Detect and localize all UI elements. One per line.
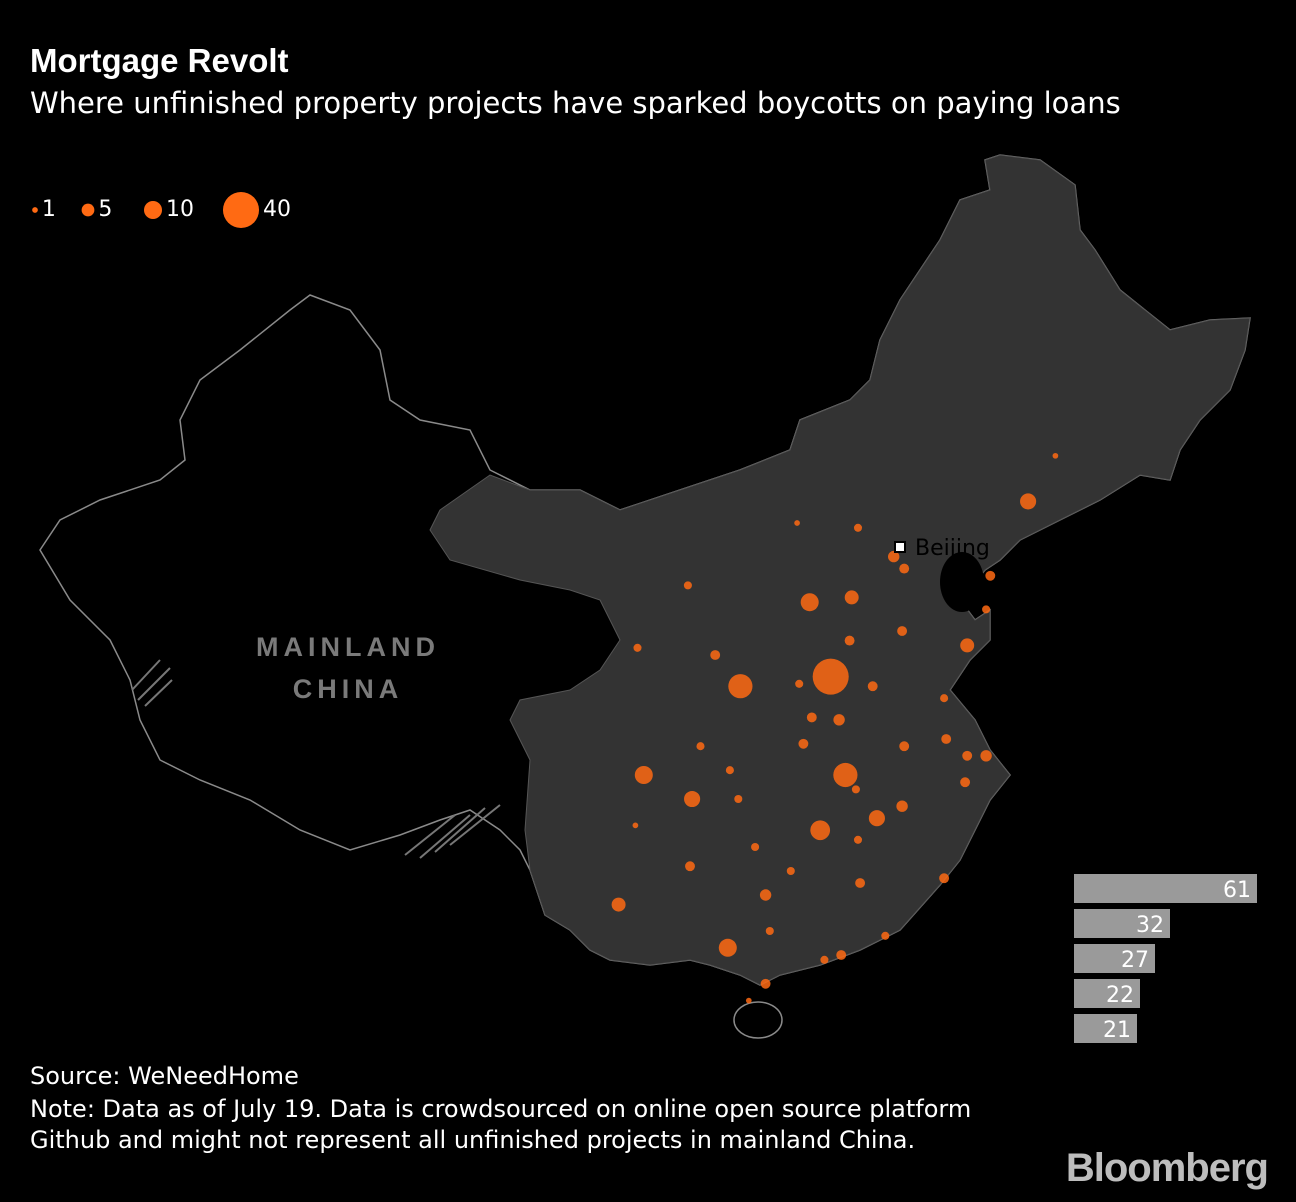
bubble (960, 638, 975, 653)
bubble (962, 750, 973, 761)
bubble (853, 835, 863, 844)
bubble (718, 938, 737, 957)
legend-symbol (143, 200, 163, 220)
legend-label: 5 (98, 197, 112, 222)
subtitle: Where unfinished property projects have … (30, 86, 1121, 120)
bubble (855, 878, 866, 888)
legend-symbol (222, 191, 260, 229)
bubble (939, 873, 950, 884)
bubble (684, 790, 701, 808)
bar-label: 22 (1106, 983, 1134, 1008)
bubble (810, 820, 831, 841)
bubble (634, 765, 653, 785)
hainan-island (733, 1001, 783, 1039)
bubble (798, 738, 809, 749)
bubble (751, 842, 760, 852)
legend-label: 10 (166, 197, 194, 222)
legend-symbol (81, 203, 95, 217)
bar (1074, 874, 1257, 903)
bubble (833, 714, 845, 726)
bar-label: 21 (1103, 1018, 1131, 1043)
bubble (899, 741, 910, 752)
bubble (728, 674, 753, 699)
bubble (897, 626, 908, 636)
city-marker (894, 541, 906, 553)
bar-label: 27 (1121, 948, 1149, 973)
bubble (685, 861, 695, 872)
bubble (899, 563, 910, 574)
bar (1074, 909, 1170, 938)
bubble (683, 581, 692, 590)
disputed-hatch (131, 659, 501, 859)
bubble (760, 978, 771, 989)
bubble (941, 734, 952, 744)
bubble (632, 822, 639, 829)
bar (1074, 979, 1140, 1008)
bubble (611, 897, 626, 912)
bubble (896, 800, 908, 812)
bubble (806, 712, 817, 723)
eastern-region (429, 154, 1251, 986)
bar (1074, 944, 1155, 973)
bubble (881, 931, 890, 940)
bubble (851, 785, 860, 794)
bubble (940, 694, 949, 703)
bubble (759, 889, 772, 901)
bubble (888, 550, 900, 563)
legend-label: 1 (42, 197, 56, 222)
bubble (836, 950, 847, 960)
bubble (982, 605, 991, 614)
bubble (795, 679, 804, 688)
legend-symbol (32, 207, 38, 213)
bar-label: 61 (1223, 878, 1251, 903)
bubble (868, 810, 885, 827)
bar (1074, 1014, 1137, 1043)
bubble (1020, 493, 1037, 510)
bubble (980, 750, 992, 762)
bubble (725, 766, 734, 775)
note: Note: Data as of July 19. Data is crowds… (30, 1095, 972, 1154)
bubble (812, 658, 849, 695)
title: Mortgage Revolt (30, 42, 289, 79)
bar-label: 32 (1136, 913, 1164, 938)
city-label: Beijing (915, 536, 990, 561)
bubbles (611, 452, 1059, 1004)
bubble (867, 681, 878, 692)
bubble (696, 742, 705, 751)
bubble (1052, 452, 1059, 459)
bubble (794, 520, 800, 526)
bubble (820, 955, 829, 964)
source: Source: WeNeedHome (30, 1062, 299, 1090)
bubble (745, 997, 752, 1004)
bubble (844, 635, 855, 646)
bubble (844, 590, 859, 605)
bubble (633, 643, 642, 652)
bubble (985, 570, 996, 581)
bubble (833, 762, 858, 788)
bubble (786, 866, 795, 876)
bubble (710, 650, 721, 660)
legend-label: 40 (263, 197, 291, 222)
bubble (853, 523, 863, 532)
bubble (800, 593, 819, 612)
bubble (960, 777, 971, 788)
logo: Bloomberg (1065, 1146, 1269, 1190)
region-label: MAINLAND CHINA (256, 632, 440, 704)
bohai-sea (940, 552, 984, 612)
bubble (765, 926, 774, 936)
bubble (734, 794, 743, 804)
